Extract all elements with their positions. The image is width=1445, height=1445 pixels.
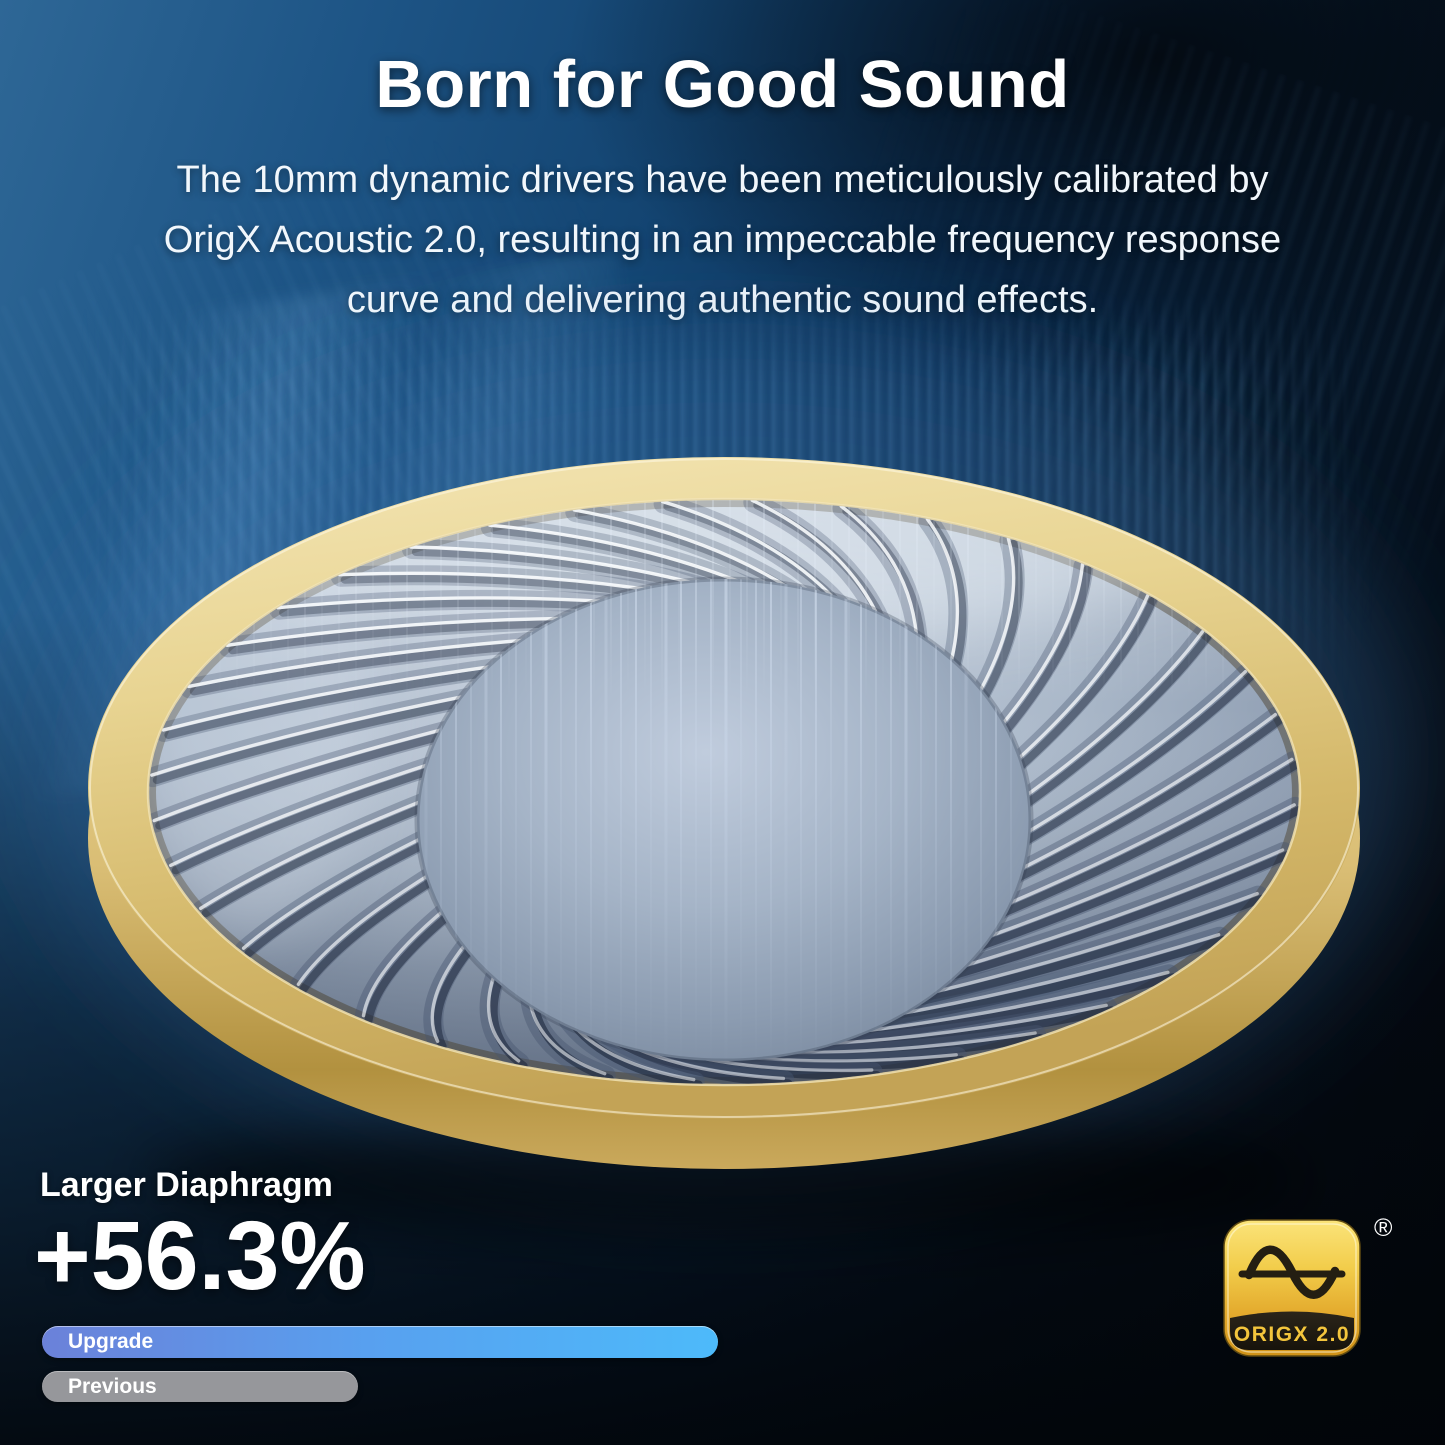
stat-label: Larger Diaphragm [40,1166,333,1204]
bar-upgrade: Upgrade [42,1326,718,1358]
bar-previous: Previous [42,1371,358,1402]
registered-trademark-symbol: ® [1374,1214,1393,1242]
page-description: The 10mm dynamic drivers have been metic… [0,150,1445,330]
description-line: OrigX Acoustic 2.0, resulting in an impe… [163,219,1282,261]
description-line: curve and delivering authentic sound eff… [346,279,1099,321]
sine-wave-icon [1244,1245,1340,1299]
description-line: The 10mm dynamic drivers have been metic… [176,159,1269,201]
rim-inner-gold-line [146,497,1302,1087]
stat-value: +56.3% [34,1201,366,1310]
badge-inner-bevel [1227,1223,1357,1353]
dome-edge [414,576,1034,1064]
bar-upgrade-label: Upgrade [68,1330,154,1353]
bar-previous-label: Previous [68,1374,157,1398]
center-dome [417,579,1031,1061]
origx-badge: ORIGX 2.0 ® [1222,1212,1407,1362]
floor-shadow [144,1120,1304,1240]
badge-label-band [1230,1311,1354,1350]
dome-light-streaks [424,579,1012,1061]
badge-label: ORIGX 2.0 [1234,1323,1350,1346]
gold-rim-highlight [89,458,1359,1118]
origx-badge-graphic: ORIGX 2.0 [1223,1219,1361,1357]
page-title: Born for Good Sound [375,47,1070,122]
